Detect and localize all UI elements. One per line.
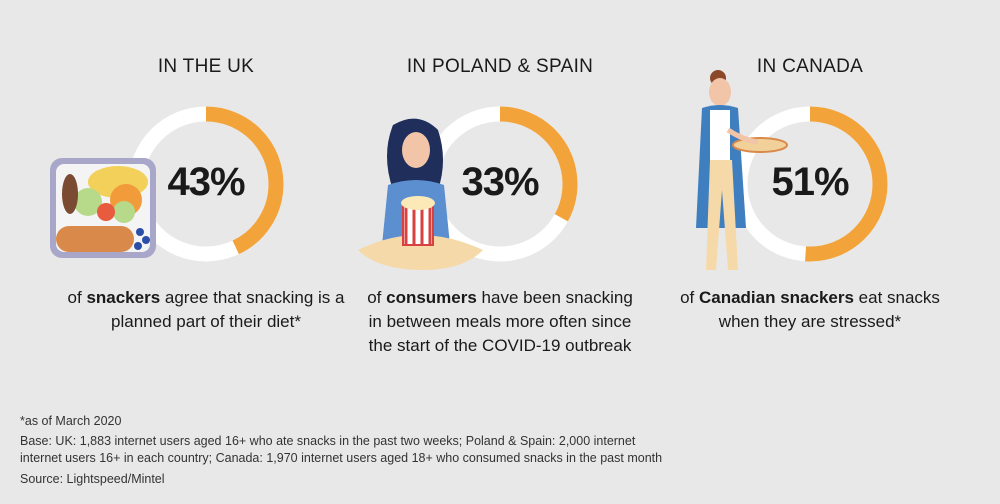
footnote-base-line2: internet users 16+ in each country; Cana… [20,451,663,465]
panel-heading: IN CANADA [756,56,864,77]
woman-pizza-icon [696,70,788,270]
donut-arc [732,106,888,262]
panel-description: of snackers agree that snacking is a pla… [67,288,345,331]
footnote-base-line1: Base: UK: 1,883 internet users aged 16+ … [20,434,636,448]
donut-arc [422,106,578,262]
lunchbox-icon [50,158,156,258]
panel-uk: IN THE UK 43% of snackers agree that sna… [46,0,366,400]
panel-heading: IN THE UK [157,56,255,77]
percent-value: 33% [461,160,539,204]
footnote-source: Source: Lightspeed/Mintel [20,472,165,486]
panel-description: of Canadian snackers eat snacks when the… [680,288,940,331]
woman-popcorn-icon [358,118,483,270]
percent-value: 43% [167,160,245,204]
panel-canada: IN CANADA 51% of Canadian snackers eat s… [650,0,970,400]
footnote-asterisk: *as of March 2020 [20,414,122,428]
donut-arc [128,106,284,262]
panel-poland-spain: IN POLAND & SPAIN 33% of consumers have … [340,0,660,400]
panel-description: of consumers have been snacking in betwe… [367,288,633,355]
percent-value: 51% [771,160,849,204]
panel-heading: IN POLAND & SPAIN [406,56,594,77]
